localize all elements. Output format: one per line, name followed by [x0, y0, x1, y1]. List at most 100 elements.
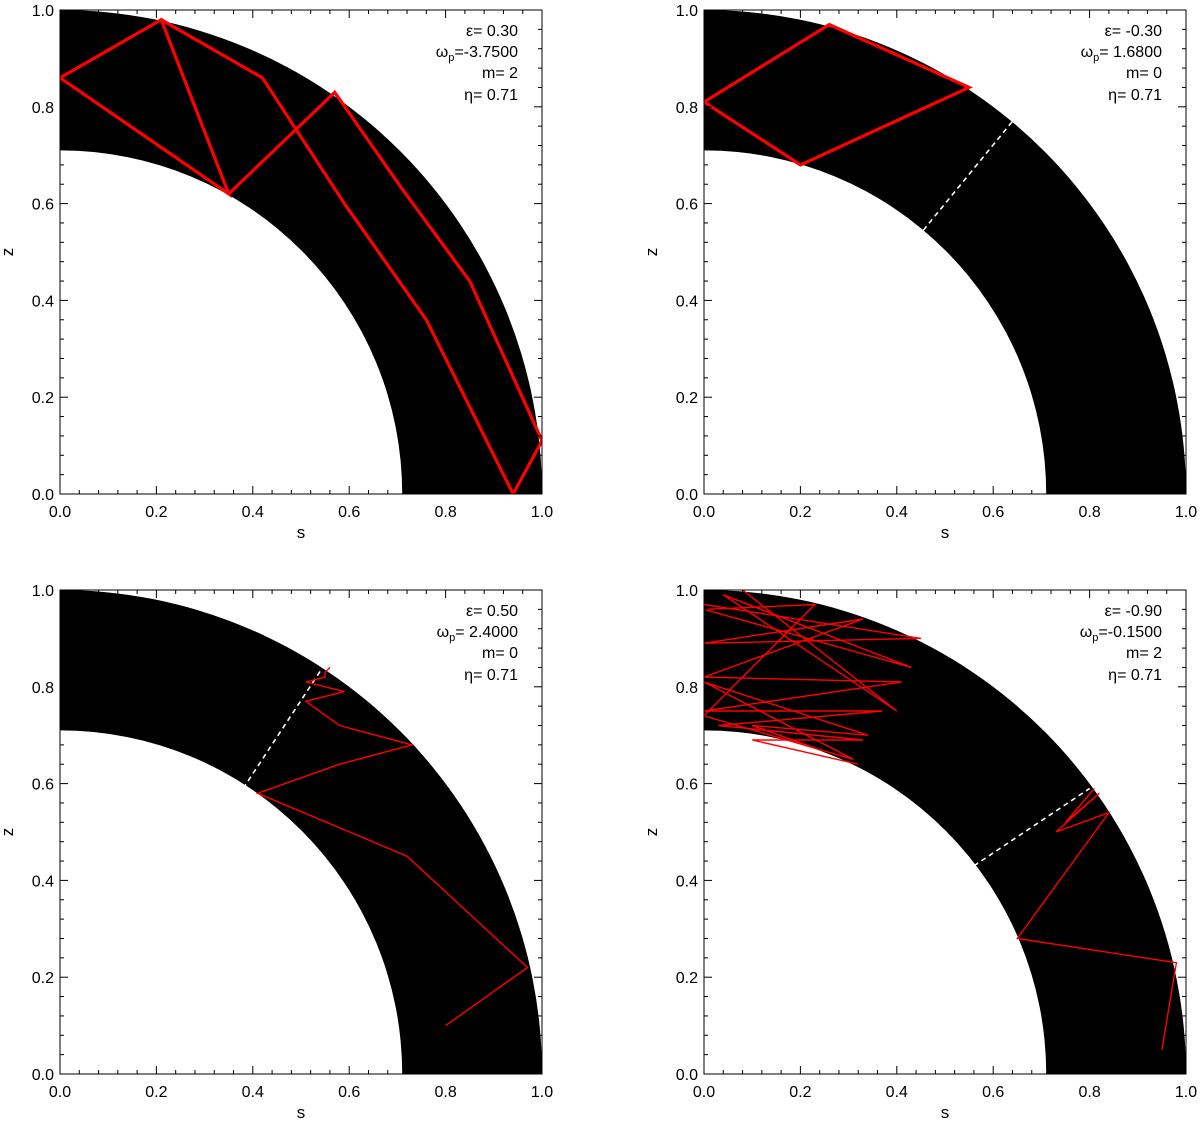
x-tick-label: 0.6 — [982, 1084, 1004, 1101]
y-tick-label: 0.4 — [32, 293, 54, 310]
x-tick-label: 0.8 — [1078, 504, 1100, 521]
y-tick-label: 0.2 — [32, 390, 54, 407]
x-tick-label: 0.4 — [242, 1084, 264, 1101]
x-tick-label: 0.2 — [789, 1084, 811, 1101]
y-tick-label: 0.6 — [676, 777, 698, 794]
y-tick-label: 0.0 — [32, 487, 54, 504]
omega-subscript: p — [1093, 52, 1099, 64]
ray-path — [1016, 787, 1178, 1050]
y-tick-label: 0.6 — [676, 197, 698, 214]
omega-subscript: p — [1092, 632, 1098, 644]
omega-symbol: ω — [436, 44, 449, 61]
y-tick-label: 0.0 — [676, 487, 698, 504]
axis-ticks — [703, 589, 1187, 1075]
plot-frame — [703, 589, 1187, 1075]
param-eta: η= 0.71 — [464, 87, 518, 104]
separator-line — [922, 120, 1014, 231]
y-tick-label: 0.2 — [32, 970, 54, 987]
omega-subscript: p — [448, 52, 454, 64]
y-tick-label: 0.4 — [32, 873, 54, 890]
x-tick-label: 1.0 — [531, 1084, 553, 1101]
plot-frame — [59, 9, 543, 495]
y-tick-label: 1.0 — [676, 3, 698, 20]
spherical-shell — [704, 590, 1186, 1074]
omega-value: =-3.7500 — [454, 44, 518, 61]
panel-top-left: 0.0 0.2 0.4 0.6 0.8 1.0 0.0 0.2 0.4 0.6 0.8 1.0 s z ε=… — [0, 3, 553, 542]
x-tick-label: 0.8 — [1078, 1084, 1100, 1101]
x-tick-label: 0.2 — [145, 504, 167, 521]
x-tick-label: 0.0 — [693, 504, 715, 521]
separator-line — [242, 667, 324, 789]
param-eta: η= 0.71 — [1108, 87, 1162, 104]
param-omega: ωp=-3.7500 — [436, 44, 518, 64]
omega-symbol: ω — [437, 624, 450, 641]
y-tick-label: 1.0 — [32, 583, 54, 600]
plot-frame — [59, 589, 543, 1075]
x-axis-title: s — [297, 523, 306, 542]
plot-content — [242, 666, 529, 1027]
x-axis-title: s — [297, 1103, 306, 1122]
spherical-shell — [60, 10, 542, 494]
y-tick-label: 1.0 — [676, 583, 698, 600]
axis-ticks — [703, 9, 1187, 495]
y-tick-label: 0.2 — [676, 390, 698, 407]
y-axis-title: z — [0, 828, 17, 837]
ray-path — [255, 666, 529, 1027]
ray-path — [160, 18, 542, 494]
ray-path — [60, 17, 233, 199]
y-axis-title: z — [642, 248, 661, 257]
y-tick-label: 0.0 — [676, 1067, 698, 1084]
panel-top-right: 0.0 0.2 0.4 0.6 0.8 1.0 0.0 0.2 0.4 0.6 0.8 1.0 s z ε=… — [642, 3, 1197, 542]
x-tick-label: 0.6 — [338, 504, 360, 521]
x-axis-title: s — [941, 523, 950, 542]
x-tick-label: 1.0 — [531, 504, 553, 521]
param-m: m= 0 — [1126, 65, 1162, 82]
y-tick-label: 0.8 — [32, 100, 54, 117]
param-m: m= 2 — [1126, 645, 1162, 662]
param-epsilon: ε= -0.90 — [1105, 603, 1162, 620]
param-eta: η= 0.71 — [1108, 667, 1162, 684]
x-tick-label: 1.0 — [1175, 504, 1197, 521]
plot-frame — [703, 9, 1187, 495]
y-tick-label: 0.4 — [676, 293, 698, 310]
panel-bottom-right: 0.0 0.2 0.4 0.6 0.8 1.0 0.0 0.2 0.4 0.6 0.8 1.0 s z ε=… — [642, 583, 1197, 1122]
spherical-shell — [60, 590, 542, 1074]
ray-path — [704, 603, 922, 765]
omega-value: = 1.6800 — [1099, 44, 1162, 61]
x-tick-label: 0.2 — [789, 504, 811, 521]
param-omega: ωp= 2.4000 — [437, 624, 518, 644]
ray-path — [704, 22, 973, 167]
ray-path — [704, 590, 912, 761]
omega-value: =-0.1500 — [1098, 624, 1162, 641]
x-tick-label: 0.0 — [49, 504, 71, 521]
y-tick-label: 0.8 — [676, 680, 698, 697]
y-tick-label: 0.6 — [32, 197, 54, 214]
omega-symbol: ω — [1080, 624, 1093, 641]
y-tick-label: 1.0 — [32, 3, 54, 20]
y-tick-label: 0.2 — [676, 970, 698, 987]
plot-content — [704, 22, 1014, 231]
param-omega: ωp=-0.1500 — [1080, 624, 1162, 644]
omega-symbol: ω — [1081, 44, 1094, 61]
x-tick-label: 0.6 — [982, 504, 1004, 521]
x-tick-label: 0.4 — [886, 504, 908, 521]
param-omega: ωp= 1.6800 — [1081, 44, 1162, 64]
omega-value: = 2.4000 — [455, 624, 518, 641]
spherical-shell — [704, 10, 1186, 494]
omega-subscript: p — [449, 632, 455, 644]
y-tick-label: 0.6 — [32, 777, 54, 794]
y-tick-label: 0.8 — [676, 100, 698, 117]
param-epsilon: ε= 0.50 — [466, 603, 518, 620]
axis-ticks — [59, 589, 543, 1075]
panel-bottom-left: 0.0 0.2 0.4 0.6 0.8 1.0 0.0 0.2 0.4 0.6 0.8 1.0 s z ε=… — [0, 583, 553, 1122]
x-tick-label: 0.2 — [145, 1084, 167, 1101]
x-tick-label: 0.8 — [434, 504, 456, 521]
param-eta: η= 0.71 — [464, 667, 518, 684]
param-epsilon: ε= 0.30 — [466, 23, 518, 40]
x-tick-label: 0.0 — [49, 1084, 71, 1101]
x-tick-label: 0.4 — [886, 1084, 908, 1101]
x-tick-label: 0.6 — [338, 1084, 360, 1101]
param-m: m= 0 — [482, 645, 518, 662]
x-tick-label: 0.0 — [693, 1084, 715, 1101]
